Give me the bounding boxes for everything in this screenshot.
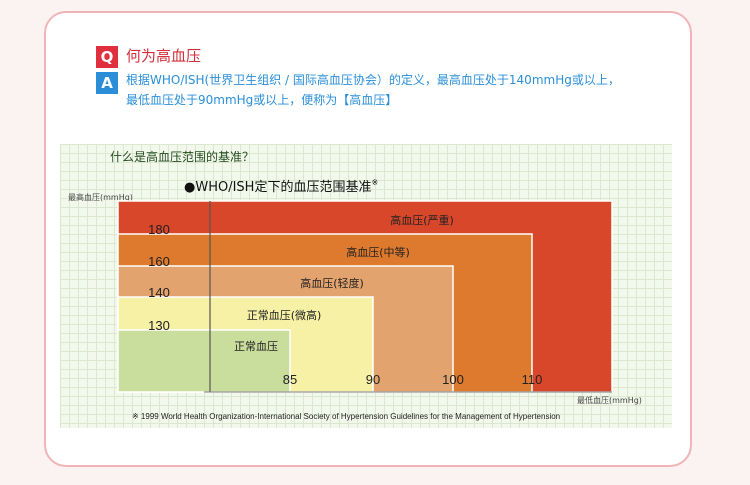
ticks-group: 130 140 160 180 85 90 100 110: [148, 222, 542, 387]
category-label: 高血压(中等): [346, 245, 410, 259]
answer-badge: A: [96, 72, 118, 94]
category-label: 高血压(严重): [390, 213, 454, 227]
x-axis-label: 最低血压(mmHg): [577, 395, 642, 405]
x-tick-label: 85: [283, 372, 297, 387]
answer-line: 根据WHO/ISH(世界卫生组织 / 国际高血压协会）的定义，最高血压处于140…: [126, 73, 620, 87]
zone-rect: [117, 329, 291, 393]
category-label: 正常血压: [234, 339, 278, 353]
answer-line: 最低血压处于90mmHg或以上，便称为【高血压】: [126, 93, 398, 107]
y-tick-label: 160: [148, 254, 170, 269]
question-badge: Q: [96, 46, 118, 68]
question-text: 何为高血压: [126, 47, 202, 65]
y-tick-label: 130: [148, 318, 170, 333]
chart-footnote: ※ 1999 World Health Organization-Interna…: [132, 412, 560, 421]
y-axis-label: 最高血压(mmHg): [68, 192, 133, 202]
y-tick-label: 180: [148, 222, 170, 237]
category-label: 正常血压(微高): [247, 308, 322, 322]
x-tick-label: 110: [522, 372, 543, 387]
y-tick-label: 140: [148, 285, 170, 300]
category-label: 高血压(轻度): [300, 276, 364, 290]
x-tick-label: 100: [442, 372, 464, 387]
blood-pressure-chart: 什么是高血压范围的基准？ ●WHO/ISH定下的血压范围基准※ 最高血压(mmH…: [68, 149, 642, 421]
chart-panel: 什么是高血压范围的基准？ ●WHO/ISH定下的血压范围基准※ 最高血压(mmH…: [60, 144, 672, 428]
x-tick-label: 90: [366, 372, 380, 387]
zones-group: 高血压(严重) 高血压(中等) 高血压(轻度) 正常血压(微高) 正常血压: [117, 200, 613, 393]
chart-subtitle: ●WHO/ISH定下的血压范围基准※: [184, 178, 378, 195]
chart-title: 什么是高血压范围的基准？: [110, 149, 254, 164]
answer-text: 根据WHO/ISH(世界卫生组织 / 国际高血压协会）的定义，最高血压处于140…: [126, 70, 686, 110]
